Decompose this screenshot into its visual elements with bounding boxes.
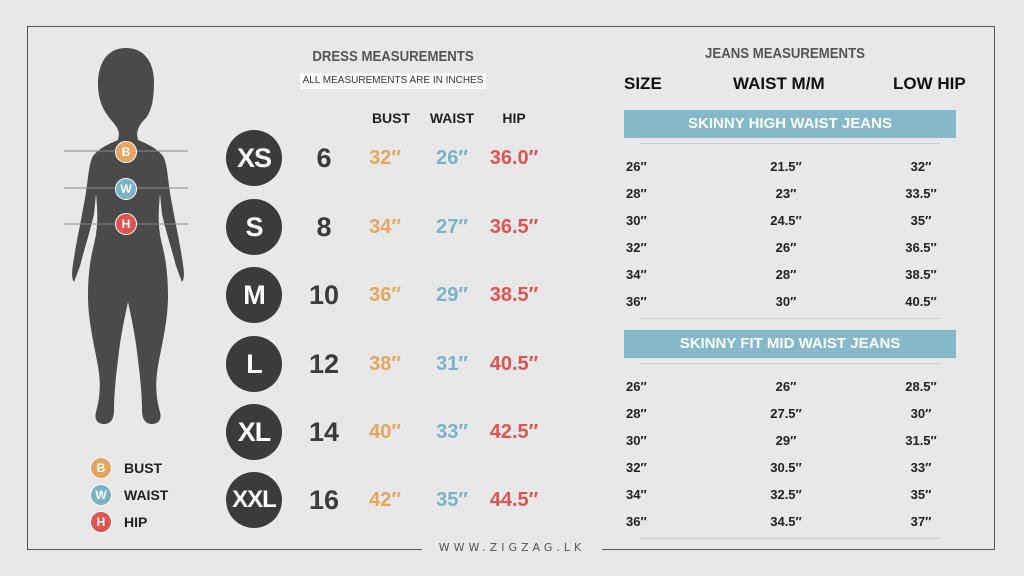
bust-legend-badge: B bbox=[90, 456, 112, 479]
size-badge: XL bbox=[226, 404, 282, 460]
hip-value: 40.5″ bbox=[489, 353, 539, 375]
jeans-row: 28″ 23″ 33.5″ bbox=[626, 186, 937, 201]
waist-value: 33″ bbox=[436, 421, 468, 443]
hip-value: 36.0″ bbox=[489, 147, 539, 169]
size-badge: XS bbox=[226, 130, 282, 186]
waist-value: 31″ bbox=[436, 353, 468, 375]
frame-gap bbox=[422, 540, 602, 558]
bust-value: 42″ bbox=[369, 489, 401, 511]
waist-value: 35″ bbox=[436, 489, 468, 511]
waist-value: 27″ bbox=[436, 216, 468, 238]
measurement-legend: B BUST W WAIST H HIP bbox=[90, 454, 168, 535]
jeans-measurements-title: JEANS MEASUREMENTS bbox=[705, 45, 865, 62]
size-badge: L bbox=[226, 336, 282, 392]
units-note: ALL MEASUREMENTS ARE IN INCHES bbox=[300, 73, 486, 89]
divider bbox=[640, 143, 940, 144]
bust-value: 40″ bbox=[369, 421, 401, 443]
hip-value: 44.5″ bbox=[489, 489, 539, 511]
jeans-row: 36″ 34.5″ 37″ bbox=[626, 514, 932, 529]
dress-row: XL 14 40″ 33″ 42.5″ bbox=[226, 404, 566, 462]
jeans-row: 32″ 26″ 36.5″ bbox=[626, 240, 937, 255]
hip-value: 38.5″ bbox=[489, 284, 539, 306]
waist-value: 26″ bbox=[436, 147, 468, 169]
dress-row: S 8 34″ 27″ 36.5″ bbox=[226, 199, 566, 257]
waist-legend-badge: W bbox=[90, 483, 112, 506]
dress-row: L 12 38″ 31″ 40.5″ bbox=[226, 336, 566, 394]
legend-item-bust: B BUST bbox=[90, 454, 168, 481]
jeans-row: 34″ 32.5″ 35″ bbox=[626, 487, 932, 502]
legend-item-waist: W WAIST bbox=[90, 481, 168, 508]
jeans-header-waist: WAIST M/M bbox=[733, 74, 825, 93]
legend-label: WAIST bbox=[124, 486, 169, 503]
bust-value: 36″ bbox=[369, 284, 401, 306]
hip-legend-badge: H bbox=[90, 510, 112, 533]
dress-measurements-title: DRESS MEASUREMENTS bbox=[312, 48, 474, 65]
jeans-row: 36″ 30″ 40.5″ bbox=[626, 294, 937, 309]
bust-value: 38″ bbox=[369, 353, 401, 375]
dress-header-hip: HIP bbox=[502, 110, 526, 126]
jeans-row: 30″ 24.5″ 35″ bbox=[626, 213, 932, 228]
dress-size-number: 8 bbox=[316, 212, 332, 242]
dress-size-number: 6 bbox=[316, 143, 332, 173]
bust-marker: B bbox=[115, 141, 137, 163]
dress-row: M 10 36″ 29″ 38.5″ bbox=[226, 267, 566, 325]
divider bbox=[640, 318, 940, 319]
section-header-skinny-high-waist: SKINNY HIGH WAIST JEANS bbox=[624, 110, 956, 138]
hip-value: 36.5″ bbox=[489, 216, 539, 238]
dress-size-number: 14 bbox=[308, 417, 340, 447]
section-header-skinny-fit-mid-waist: SKINNY FIT MID WAIST JEANS bbox=[624, 330, 956, 358]
jeans-row: 32″ 30.5″ 33″ bbox=[626, 460, 932, 475]
bust-value: 34″ bbox=[369, 216, 401, 238]
size-badge: XXL bbox=[226, 472, 282, 528]
waist-marker: W bbox=[115, 178, 137, 200]
dress-header-bust: BUST bbox=[371, 110, 411, 126]
jeans-row: 30″ 29″ 31.5″ bbox=[626, 433, 937, 448]
hip-marker: H bbox=[115, 213, 137, 235]
jeans-row: 34″ 28″ 38.5″ bbox=[626, 267, 937, 282]
jeans-row: 26″ 26″ 28.5″ bbox=[626, 379, 937, 394]
bust-value: 32″ bbox=[369, 147, 401, 169]
dress-row: XXL 16 42″ 35″ 44.5″ bbox=[226, 472, 566, 530]
dress-row: XS 6 32″ 26″ 36.0″ bbox=[226, 130, 566, 188]
website-url: WWW.ZIGZAG.LK bbox=[438, 541, 586, 554]
size-badge: S bbox=[226, 199, 282, 255]
legend-label: BUST bbox=[124, 459, 163, 476]
jeans-row: 26″ 21.5″ 32″ bbox=[626, 159, 932, 174]
divider bbox=[640, 538, 940, 539]
jeans-header-size: SIZE bbox=[624, 74, 662, 93]
waist-value: 29″ bbox=[436, 284, 468, 306]
body-silhouette-illustration: B W H bbox=[62, 44, 192, 439]
hip-value: 42.5″ bbox=[489, 421, 539, 443]
legend-item-hip: H HIP bbox=[90, 508, 168, 535]
dress-size-number: 16 bbox=[308, 485, 340, 515]
jeans-header-low-hip: LOW HIP bbox=[893, 74, 966, 93]
dress-size-number: 10 bbox=[308, 280, 340, 310]
size-badge: M bbox=[226, 267, 282, 323]
legend-label: HIP bbox=[124, 513, 148, 530]
divider bbox=[640, 363, 940, 364]
jeans-row: 28″ 27.5″ 30″ bbox=[626, 406, 932, 421]
dress-size-number: 12 bbox=[308, 349, 340, 379]
dress-header-waist: WAIST bbox=[429, 110, 475, 126]
